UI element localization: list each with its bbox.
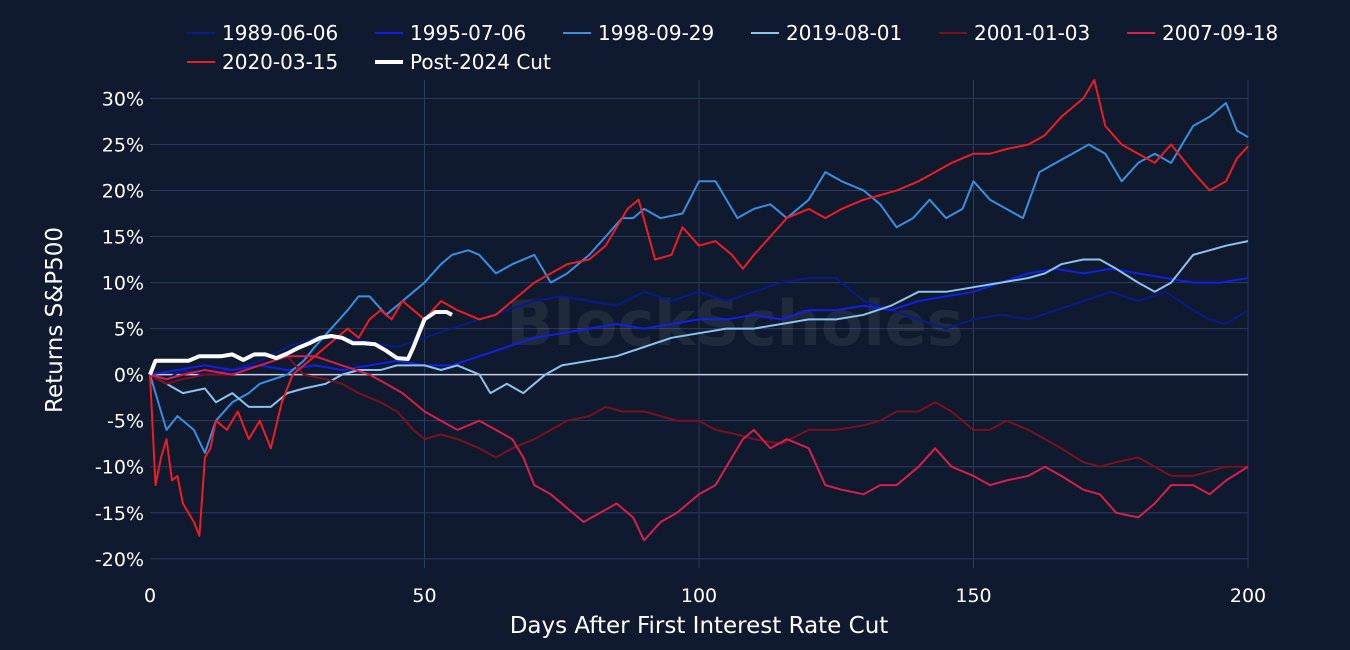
y-tick-label: -15%: [95, 503, 144, 525]
legend-label: 2001-01-03: [974, 21, 1090, 45]
legend-label: Post-2024 Cut: [410, 50, 551, 74]
legend-label: 1998-09-29: [598, 21, 714, 45]
x-axis-ticks: 0 50 100 150 200: [144, 585, 1266, 607]
y-tick-label: 20%: [102, 180, 144, 202]
y-tick-label: 15%: [102, 227, 144, 249]
series-line-1998-09-29: [149, 102, 1249, 454]
y-axis-ticks: -20% -15% -10% -5% 0% 5% 10% 15% 20% 25% 30%: [95, 88, 144, 570]
y-axis-title: Returns S&P500: [42, 227, 68, 413]
x-axis-title: Days After First Interest Rate Cut: [510, 613, 889, 639]
y-tick-label: 0%: [114, 365, 144, 387]
legend: 1989-06-06 1995-07-06 1998-09-29 2019-08-01…: [187, 21, 1278, 74]
legend-label: 2007-09-18: [1162, 21, 1278, 45]
legend-label: 1989-06-06: [222, 21, 338, 45]
series-line-2007-09-18: [149, 355, 1249, 542]
y-tick-label: -20%: [95, 549, 144, 571]
y-tick-label: 25%: [102, 134, 144, 156]
y-tick-label: 10%: [102, 273, 144, 295]
x-tick-label: 200: [1230, 585, 1266, 607]
series-line-2020-03-15: [149, 79, 1249, 537]
series-line-post-2024-cut: [148, 310, 453, 376]
legend-label: 1995-07-06: [410, 21, 526, 45]
y-tick-label: 5%: [114, 319, 144, 341]
x-tick-label: 150: [955, 585, 991, 607]
series-line-2001-01-03: [149, 355, 1248, 477]
legend-label: 2020-03-15: [222, 50, 338, 74]
series-line-1995-07-06: [149, 267, 1249, 376]
y-tick-label: -5%: [107, 411, 144, 433]
x-tick-label: 100: [681, 585, 717, 607]
series-line-2019-08-01: [149, 240, 1249, 408]
x-tick-label: 50: [412, 585, 436, 607]
legend-label: 2019-08-01: [786, 21, 902, 45]
y-tick-label: 30%: [102, 88, 144, 110]
series-layer: [148, 79, 1249, 542]
x-tick-label: 0: [144, 585, 156, 607]
series-line-1989-06-06: [149, 277, 1249, 381]
y-tick-label: -10%: [95, 457, 144, 479]
